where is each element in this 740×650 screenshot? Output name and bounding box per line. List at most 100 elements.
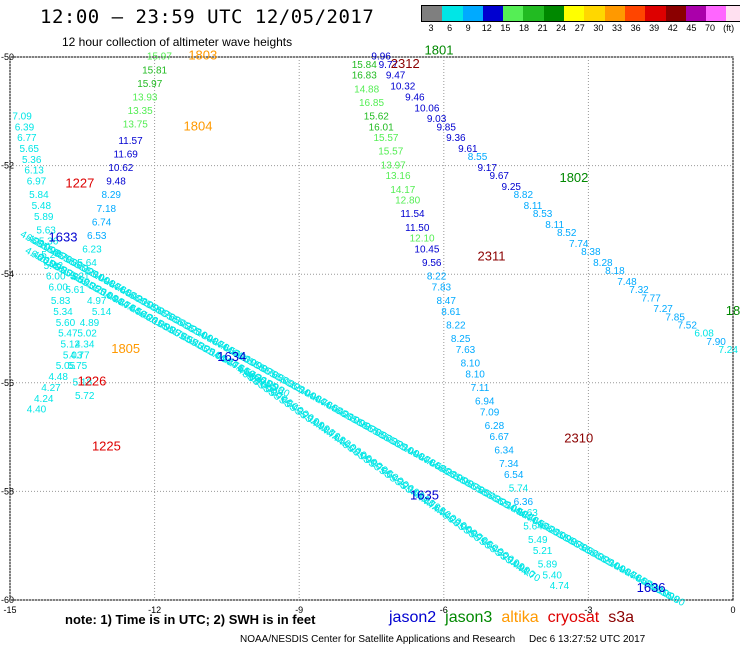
colorbar-swatch: [726, 6, 740, 21]
swh-value: 6.23: [82, 244, 102, 255]
swh-value: 8.10: [465, 369, 485, 380]
swh-value: 10.45: [414, 244, 439, 255]
swh-value: 12.80: [395, 196, 420, 207]
lat-tick-label: -54: [1, 269, 14, 279]
colorbar-swatch: [503, 6, 524, 21]
swh-value: 8.11: [545, 220, 564, 231]
swh-value: 5.89: [34, 212, 54, 223]
colorbar-swatch: [442, 6, 463, 21]
swh-value: 14.17: [390, 185, 415, 196]
colorbar-label: 12: [481, 23, 492, 33]
swh-value: 9.48: [106, 177, 126, 188]
swh-value: 5.72: [75, 391, 95, 402]
swh-value: 5.24: [41, 250, 61, 261]
swh-value: 9.67: [489, 171, 509, 182]
swh-value: 8.55: [468, 152, 488, 163]
lon-tick-label: -6: [440, 605, 448, 615]
swh-value: 10.06: [414, 103, 439, 114]
swh-value: 5.34: [53, 307, 73, 318]
swh-value: 8.10: [461, 359, 481, 370]
swh-value: 5.49: [528, 535, 548, 546]
swh-value: 13.16: [385, 171, 410, 182]
colorbar-label: 45: [686, 23, 697, 33]
credit-text: NOAA/NESDIS Center for Satellite Applica…: [240, 634, 516, 645]
swh-value: 11.69: [114, 149, 139, 160]
swh-value: 6.97: [27, 177, 47, 188]
swh-value: 8.47: [436, 296, 456, 307]
pass-label: 1804: [184, 118, 213, 133]
colorbar-swatch: [482, 6, 504, 21]
swh-value: 5.61: [65, 285, 85, 296]
swh-value: 7.32: [629, 285, 649, 296]
swh-value: 6.34: [494, 445, 514, 456]
pass-label: 1802: [559, 170, 588, 185]
swh-value: 5.18: [73, 378, 93, 389]
swh-value: 5.80: [664, 590, 687, 609]
lon-tick-label: -3: [584, 605, 592, 615]
pass-label: 1633: [49, 230, 78, 245]
swh-value: 11.54: [400, 209, 425, 220]
swh-value: 8.61: [441, 307, 461, 318]
colorbar-swatch: [564, 6, 585, 21]
swh-value: 5.12: [61, 340, 81, 351]
colorbar-swatch: [523, 6, 544, 21]
swh-value: 15.62: [364, 111, 389, 122]
swh-value: 9.47: [386, 71, 406, 82]
swh-value: 6.39: [15, 122, 35, 133]
colorbar-swatch: [462, 6, 483, 21]
swh-value: 5.48: [32, 201, 52, 212]
swh-value: 16.85: [359, 98, 384, 109]
page-title: 12:00 — 23:59 UTC 12/05/2017: [40, 6, 375, 28]
swh-value: 5.36: [39, 236, 59, 247]
swh-value: 7.48: [617, 277, 637, 288]
swh-value: 15.57: [373, 133, 398, 144]
colorbar-label: 39: [649, 23, 660, 33]
swh-value: 9.85: [436, 122, 456, 133]
swh-value: 4.48: [48, 372, 68, 383]
swh-value: 4.27: [41, 383, 61, 394]
swh-value: 8.22: [446, 321, 466, 332]
lon-tick-label: -9: [295, 605, 303, 615]
colorbar-swatch: [685, 6, 707, 21]
swh-value: 15.97: [147, 52, 172, 63]
swh-value: 13.97: [381, 160, 406, 171]
colorbar-label: 24: [556, 23, 567, 33]
swh-value: 4.40: [27, 405, 47, 416]
pass-label: 1803: [188, 48, 217, 63]
swh-value: 13.93: [132, 92, 157, 103]
swh-value: 6.28: [485, 421, 505, 432]
swh-value: 11.57: [118, 136, 143, 147]
pass-label: 2310: [564, 431, 593, 446]
swh-value: 4.97: [87, 296, 107, 307]
pass-label: 1801: [425, 42, 454, 57]
swh-value: 7.52: [677, 321, 697, 332]
colorbar-label: 3: [428, 23, 434, 33]
swh-value: 6.54: [504, 470, 524, 481]
swh-value: 9.25: [502, 182, 522, 193]
swh-value: 8.28: [593, 258, 613, 269]
swh-value: 7.18: [97, 204, 117, 215]
swh-value: 5.14: [92, 307, 112, 318]
colorbar-label: 6: [447, 23, 453, 33]
swh-value: 4.34: [75, 340, 95, 351]
swh-value: 6.08: [694, 329, 714, 340]
credit-line: NOAA/NESDIS Center for Satellite Applica…: [240, 634, 645, 645]
swh-value: 6.00: [48, 282, 68, 293]
swh-value: 16.01: [369, 122, 394, 133]
swh-value: 4.77: [70, 350, 90, 361]
swh-value: 5.64: [523, 521, 543, 532]
colorbar-swatch: [665, 6, 686, 21]
satellite-altika: altika: [501, 609, 539, 626]
swh-value: 6.36: [514, 497, 534, 508]
swh-value: 5.21: [533, 546, 553, 557]
lat-tick-label: -50: [1, 52, 14, 62]
page-subtitle: 12 hour collection of altimeter wave hei…: [62, 35, 293, 49]
swh-value: 6.94: [475, 397, 495, 408]
swh-value: 8.11: [524, 201, 543, 212]
swh-value: 5.42: [44, 261, 64, 272]
pass-label: 1226: [77, 374, 106, 389]
swh-value: 15.57: [378, 147, 403, 158]
swh-value: 8.82: [514, 190, 534, 201]
swh-value: 5.60: [56, 318, 76, 329]
swh-value: 7.27: [653, 304, 673, 315]
